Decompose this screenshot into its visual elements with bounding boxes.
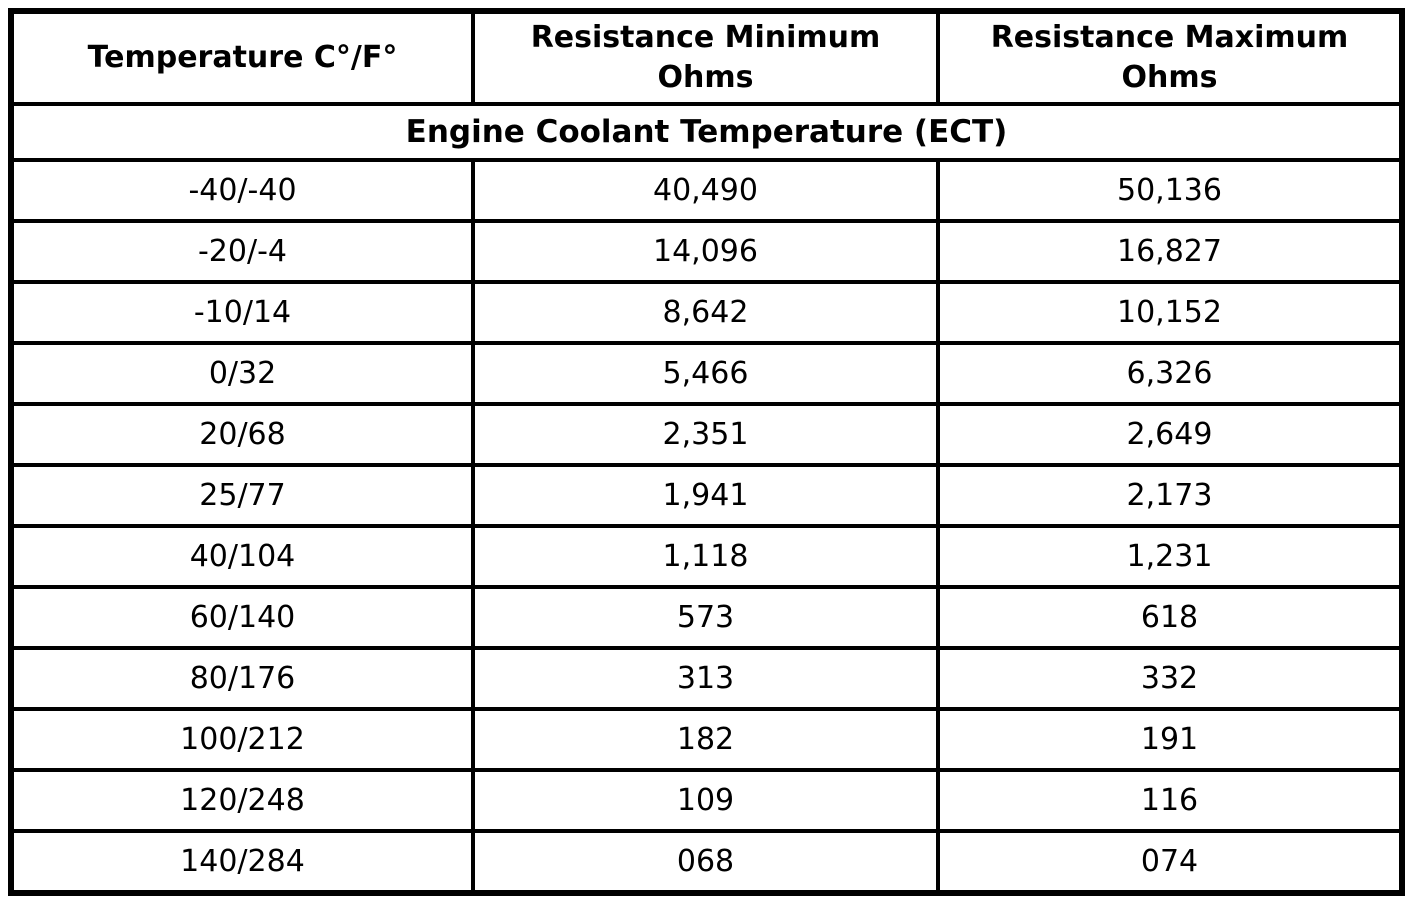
table-cell: 2,351 [471, 402, 940, 467]
table-cell: 20/68 [9, 402, 475, 467]
table-row: 25/77 1,941 2,173 [9, 463, 1404, 528]
table-cell: 332 [936, 646, 1404, 711]
table-cell: 2,649 [936, 402, 1404, 467]
table-row: 80/176 313 332 [9, 646, 1404, 711]
table-cell: 10,152 [936, 280, 1404, 345]
header-row: Temperature C°/F° Resistance Minimum Ohm… [9, 9, 1404, 106]
table-cell: 618 [936, 585, 1404, 650]
table-cell: 25/77 [9, 463, 475, 528]
table-cell: -40/-40 [9, 158, 475, 223]
table-cell: 0/32 [9, 341, 475, 406]
table-cell: 1,231 [936, 524, 1404, 589]
table-row: 100/212 182 191 [9, 707, 1404, 772]
table-cell: -20/-4 [9, 219, 475, 284]
table-cell: 120/248 [9, 768, 475, 833]
table-row: -10/14 8,642 10,152 [9, 280, 1404, 345]
table-cell: 6,326 [936, 341, 1404, 406]
table-row: 20/68 2,351 2,649 [9, 402, 1404, 467]
section-row: Engine Coolant Temperature (ECT) [9, 102, 1404, 162]
table-cell: 068 [471, 829, 940, 895]
table-cell: 14,096 [471, 219, 940, 284]
table-cell: 140/284 [9, 829, 475, 895]
table-row: -40/-40 40,490 50,136 [9, 158, 1404, 223]
table-cell: 313 [471, 646, 940, 711]
table-cell: 8,642 [471, 280, 940, 345]
table-cell: 116 [936, 768, 1404, 833]
table-body: -40/-40 40,490 50,136 -20/-4 14,096 16,827 -10… [9, 158, 1404, 895]
table-cell: 5,466 [471, 341, 940, 406]
table-row: 140/284 068 074 [9, 829, 1404, 895]
col-header-temperature: Temperature C°/F° [9, 9, 475, 106]
table-row: 0/32 5,466 6,326 [9, 341, 1404, 406]
table-row: 60/140 573 618 [9, 585, 1404, 650]
table-cell: 109 [471, 768, 940, 833]
col-header-resistance-maximum: Resistance Maximum Ohms [936, 9, 1404, 106]
table-cell: 191 [936, 707, 1404, 772]
table-row: 120/248 109 116 [9, 768, 1404, 833]
table-cell: 182 [471, 707, 940, 772]
table-cell: 1,941 [471, 463, 940, 528]
table-cell: -10/14 [9, 280, 475, 345]
table-cell: 60/140 [9, 585, 475, 650]
table-cell: 2,173 [936, 463, 1404, 528]
section-title: Engine Coolant Temperature (ECT) [9, 102, 1404, 162]
table-cell: 16,827 [936, 219, 1404, 284]
col-header-resistance-minimum: Resistance Minimum Ohms [471, 9, 940, 106]
table-cell: 074 [936, 829, 1404, 895]
table-row: 40/104 1,118 1,231 [9, 524, 1404, 589]
table-cell: 40/104 [9, 524, 475, 589]
table-cell: 40,490 [471, 158, 940, 223]
table-cell: 573 [471, 585, 940, 650]
ect-resistance-table: Temperature C°/F° Resistance Minimum Ohm… [8, 8, 1405, 896]
table-cell: 1,118 [471, 524, 940, 589]
table-row: -20/-4 14,096 16,827 [9, 219, 1404, 284]
table-cell: 50,136 [936, 158, 1404, 223]
table-cell: 100/212 [9, 707, 475, 772]
table-cell: 80/176 [9, 646, 475, 711]
